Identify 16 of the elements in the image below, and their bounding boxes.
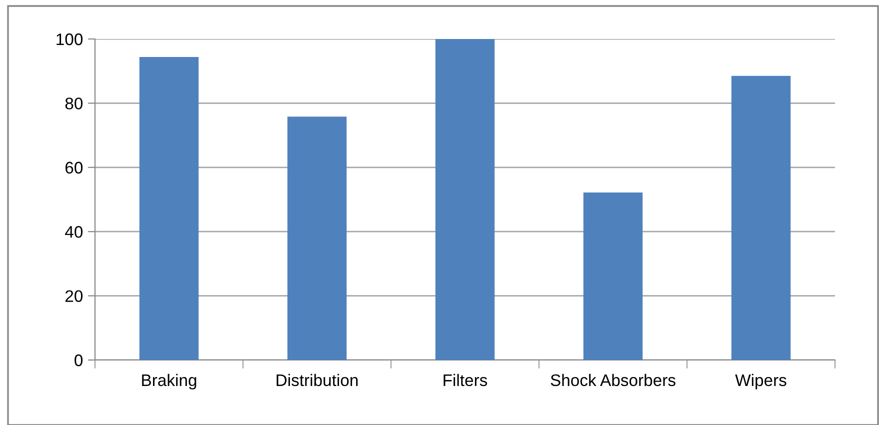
x-tick-label: Filters (444, 374, 488, 386)
y-tick-label: 0 (74, 354, 83, 366)
y-tick-label: 40 (65, 226, 83, 238)
y-tick-label: 80 (65, 98, 83, 110)
bar (287, 116, 347, 360)
bar (731, 76, 791, 360)
bar (435, 39, 495, 360)
x-tick-label: Shock Absorbers (550, 374, 676, 386)
x-tick-label: Distribution (276, 374, 358, 386)
bar (583, 192, 643, 360)
x-tick-label: Wipers (735, 374, 786, 390)
y-tick-label: 60 (66, 162, 83, 174)
y-tick-label: 20 (65, 290, 83, 302)
x-tick-label: Braking (142, 374, 196, 390)
bar (139, 56, 199, 360)
y-tick-label: 100 (56, 33, 83, 46)
